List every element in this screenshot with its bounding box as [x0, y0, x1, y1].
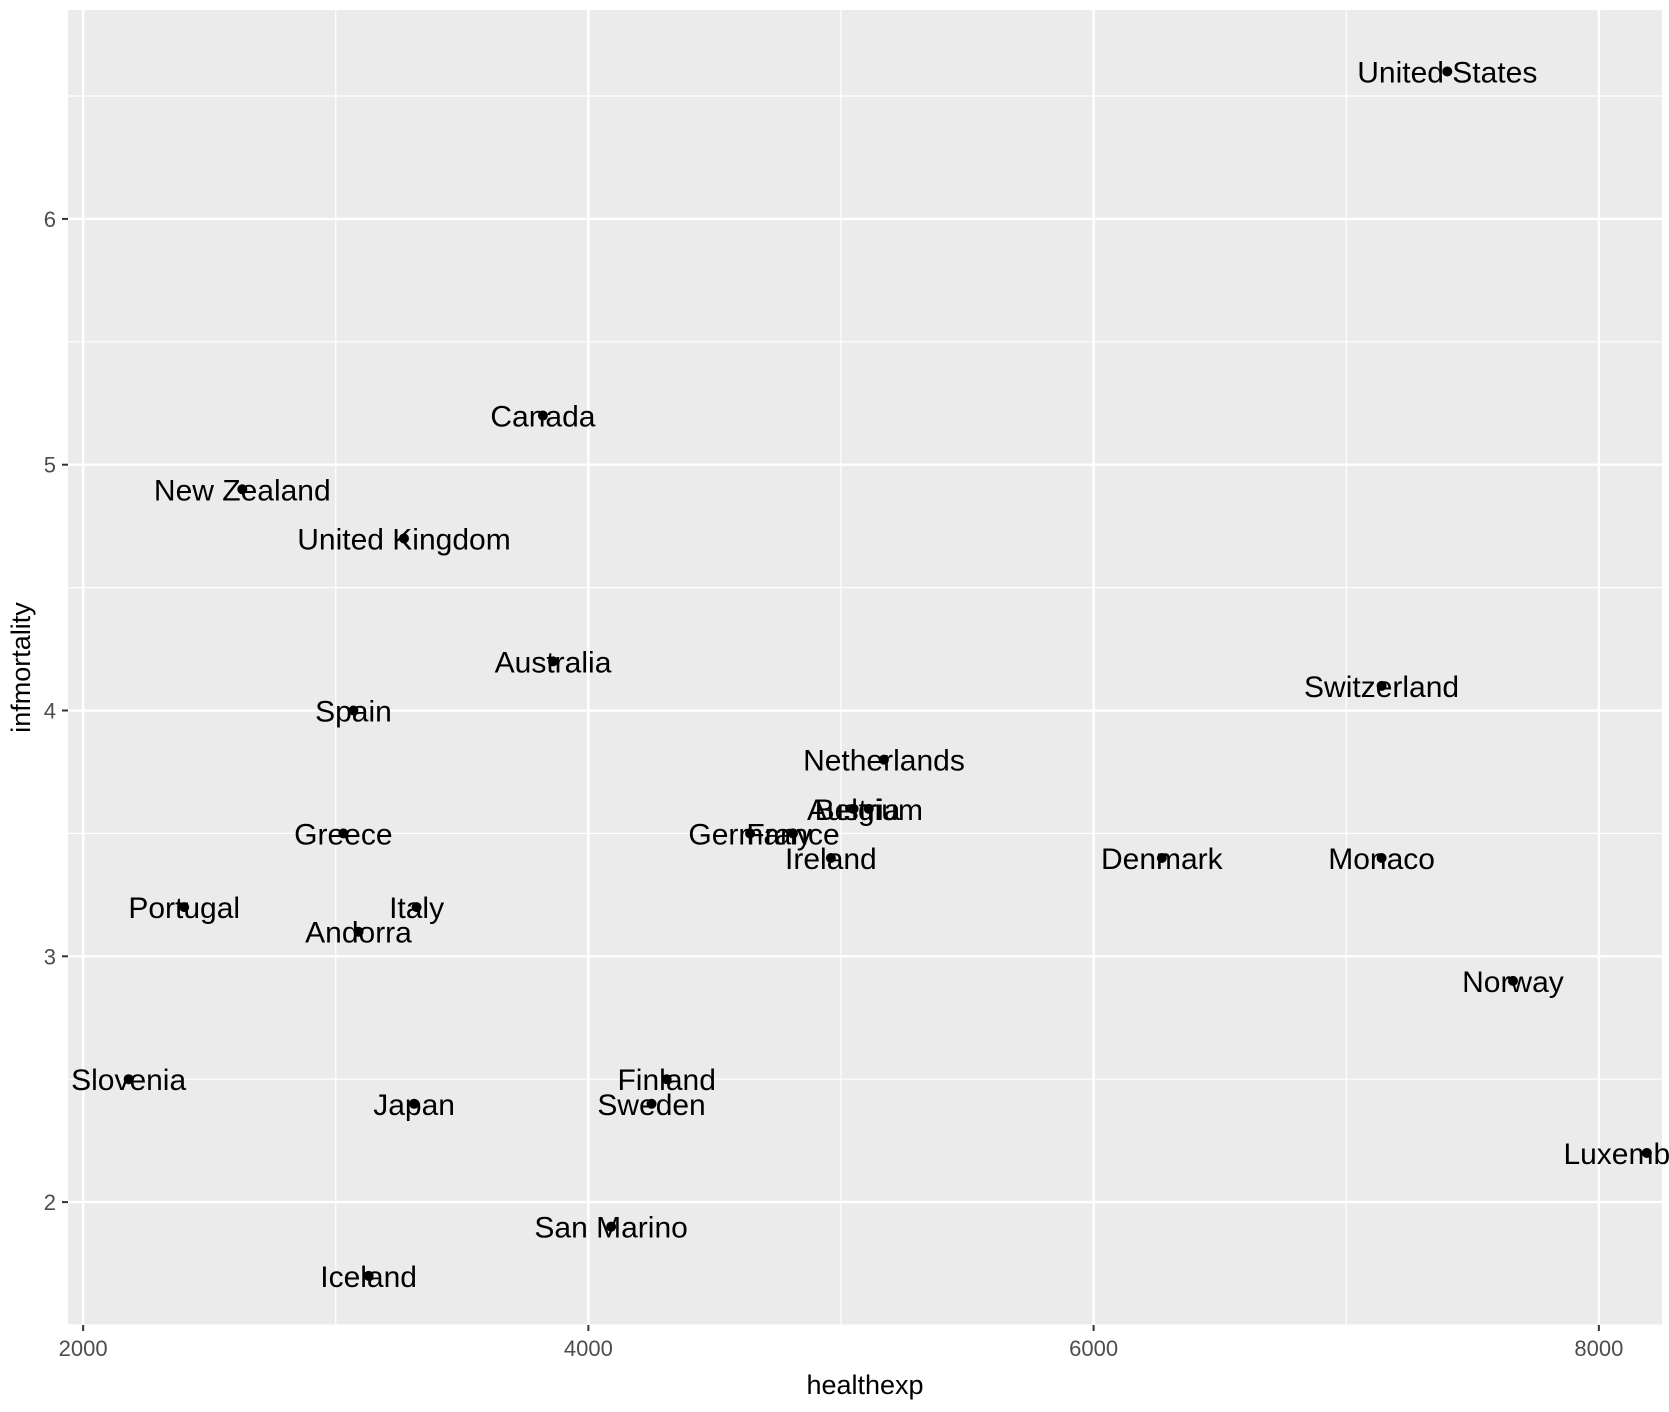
data-point: [1156, 852, 1167, 863]
point-label: Monaco: [1328, 843, 1435, 876]
x-axis-ticks: 2000 4000 6000 8000: [59, 1325, 1623, 1361]
data-point: [1442, 66, 1453, 77]
y-axis-title: infmortality: [6, 602, 36, 733]
y-tick-label: 3: [44, 944, 56, 969]
y-tick-label: 2: [44, 1190, 56, 1215]
y-tick-label: 5: [44, 453, 56, 478]
data-point: [848, 803, 859, 814]
data-point: [363, 1270, 374, 1281]
point-label: Sweden: [597, 1089, 705, 1122]
x-tick-label: 8000: [1574, 1336, 1623, 1361]
point-label: Australia: [495, 646, 612, 679]
x-tick-label: 4000: [564, 1336, 613, 1361]
y-tick-label: 6: [44, 207, 56, 232]
point-label: Switzerland: [1304, 671, 1459, 704]
data-point: [409, 1098, 420, 1109]
minor-gridlines: [68, 10, 1662, 1326]
data-point: [348, 705, 359, 716]
data-point: [878, 754, 889, 765]
data-point: [1507, 975, 1518, 986]
point-label: Portugal: [128, 892, 240, 925]
point-label: Finland: [617, 1064, 715, 1097]
data-point: [1376, 680, 1387, 691]
point-label: San Marino: [534, 1212, 687, 1245]
x-tick-label: 6000: [1069, 1336, 1118, 1361]
point-label: Canada: [490, 401, 595, 434]
data-point: [863, 803, 874, 814]
point-label: Germany: [688, 818, 811, 851]
data-point: [411, 902, 422, 913]
x-axis-title: healthexp: [806, 1370, 923, 1400]
point-label: France: [746, 818, 839, 851]
point-label: Iceland: [320, 1261, 417, 1294]
data-point: [825, 852, 836, 863]
point-label: Japan: [373, 1089, 455, 1122]
data-point: [606, 1221, 617, 1232]
point-label: Norway: [1462, 966, 1564, 999]
point-label: Belgium: [815, 794, 923, 827]
x-tick-label: 2000: [59, 1336, 108, 1361]
point-label: United Kingdom: [297, 523, 510, 556]
data-point: [745, 828, 756, 839]
point-label: Luxembourg: [1563, 1138, 1669, 1171]
point-label: Ireland: [785, 843, 877, 876]
data-point: [537, 410, 548, 421]
data-point: [1641, 1147, 1652, 1158]
data-point: [237, 484, 248, 495]
point-label: Andorra: [305, 917, 412, 950]
y-axis-ticks: 2 3 4 5 6: [44, 207, 68, 1215]
point-label: New Zealand: [154, 474, 331, 507]
y-tick-label: 4: [44, 699, 56, 724]
point-label: Denmark: [1101, 843, 1224, 876]
plot-panel: [68, 10, 1662, 1325]
point-label: Slovenia: [71, 1064, 186, 1097]
major-gridlines: [68, 10, 1662, 1325]
point-label: Netherlands: [803, 745, 965, 778]
data-point: [788, 828, 799, 839]
data-point: [179, 902, 190, 913]
point-labels: United States Canada New Zealand United Kin…: [71, 56, 1669, 1293]
data-point: [1376, 852, 1387, 863]
data-point: [661, 1074, 672, 1085]
point-label: Spain: [315, 696, 392, 729]
point-label: United States: [1357, 56, 1537, 89]
data-point: [398, 533, 409, 544]
data-point: [548, 656, 559, 667]
data-points: [123, 66, 1652, 1281]
data-point: [338, 828, 349, 839]
point-label: Austria: [807, 794, 901, 827]
data-point: [353, 926, 364, 937]
point-label: Greece: [294, 818, 392, 851]
data-point: [123, 1074, 134, 1085]
point-label: Italy: [389, 892, 444, 925]
data-point: [646, 1098, 657, 1109]
